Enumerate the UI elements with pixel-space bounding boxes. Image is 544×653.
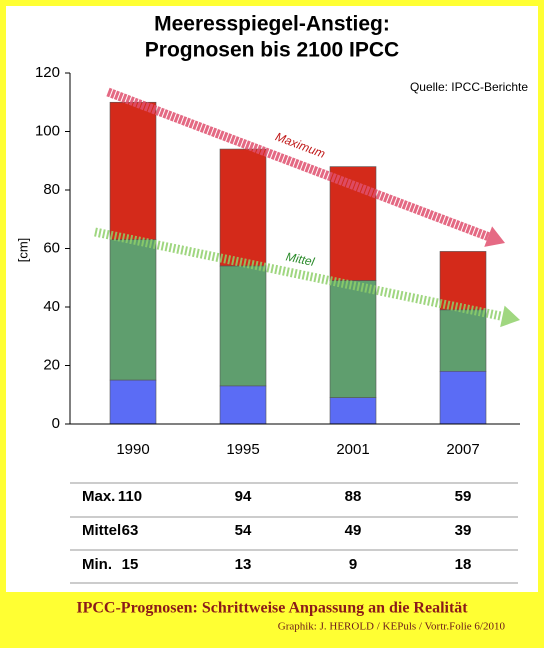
bar-segment bbox=[439, 309, 487, 372]
footer-title: IPCC-Prognosen: Schrittweise Anpassung a… bbox=[76, 600, 468, 617]
table-cell: 110 bbox=[118, 488, 142, 505]
y-tick-label: 20 bbox=[43, 356, 60, 373]
table-cell: 94 bbox=[235, 488, 252, 505]
y-tick-label: 0 bbox=[52, 415, 60, 432]
y-tick-label: 100 bbox=[35, 122, 60, 139]
x-tick-label: 2007 bbox=[446, 441, 479, 458]
table-cell: 49 bbox=[345, 522, 362, 539]
table-cell: 59 bbox=[455, 488, 472, 505]
table-cell: 13 bbox=[235, 556, 252, 573]
table-cell: 15 bbox=[122, 556, 139, 573]
trend-arrow bbox=[106, 87, 490, 241]
bar-segment bbox=[439, 251, 487, 311]
table-cell: 39 bbox=[455, 522, 472, 539]
chart-title: Meeresspiegel-Anstieg: bbox=[154, 13, 390, 36]
footer-credit: Graphik: J. HEROLD / KEPuls / Vortr.Foli… bbox=[278, 621, 506, 633]
bar-segment bbox=[329, 280, 377, 398]
x-tick-label: 1990 bbox=[116, 441, 149, 458]
table-cell: 54 bbox=[235, 522, 252, 539]
table-cell: 9 bbox=[349, 556, 357, 573]
table-row-label: Mittel bbox=[82, 522, 121, 539]
y-tick-label: 120 bbox=[35, 64, 60, 81]
bar-segment bbox=[109, 239, 157, 381]
table-row-label: Max. bbox=[82, 488, 115, 505]
table-cell: 63 bbox=[122, 522, 139, 539]
chart-title: Prognosen bis 2100 IPCC bbox=[145, 39, 399, 62]
y-tick-label: 80 bbox=[43, 181, 60, 198]
bar-segment bbox=[219, 385, 267, 425]
bar-segment bbox=[329, 397, 377, 425]
x-tick-label: 1995 bbox=[226, 441, 259, 458]
source: Quelle: IPCC-Berichte bbox=[410, 80, 528, 94]
bar-segment bbox=[109, 101, 157, 241]
table-cell: 88 bbox=[345, 488, 362, 505]
trend-arrow bbox=[94, 227, 504, 321]
bar-segment bbox=[219, 148, 267, 267]
y-tick-label: 40 bbox=[43, 298, 60, 315]
table-cell: 18 bbox=[455, 556, 472, 573]
bar-segment bbox=[439, 371, 487, 425]
bar-segment bbox=[219, 265, 267, 387]
annotation: Mittel bbox=[285, 249, 316, 269]
table-row-label: Min. bbox=[82, 556, 112, 573]
y-axis-label: [cm] bbox=[15, 238, 30, 263]
y-tick-label: 60 bbox=[43, 239, 60, 256]
arrow-head bbox=[484, 226, 505, 247]
bar-segment bbox=[109, 379, 157, 425]
x-tick-label: 2001 bbox=[336, 441, 369, 458]
arrow-head bbox=[500, 305, 520, 328]
